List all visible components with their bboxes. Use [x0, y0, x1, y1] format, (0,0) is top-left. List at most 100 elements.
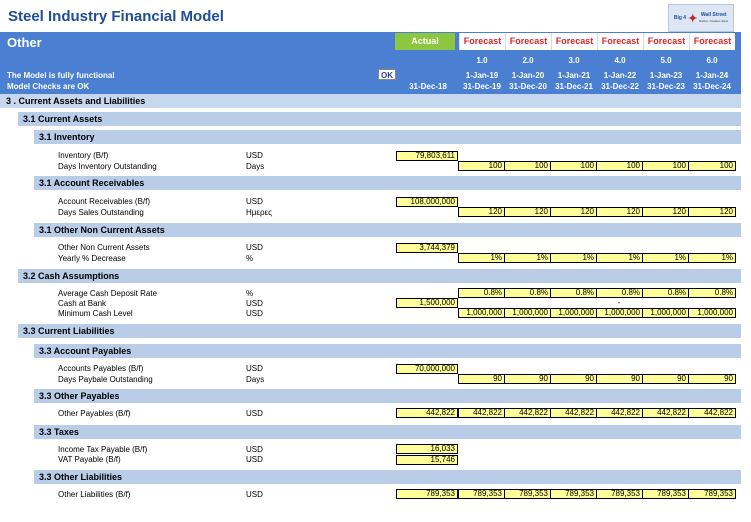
input-cell[interactable]: 1,000,000 — [504, 308, 551, 318]
input-cell[interactable]: 1% — [550, 253, 597, 263]
input-cell[interactable]: 100 — [688, 161, 736, 171]
input-cell[interactable]: 1,500,000 — [396, 298, 458, 308]
forecast-header: Forecast — [597, 33, 643, 50]
input-cell[interactable]: 3,744,379 — [396, 243, 458, 253]
section-other-non-current-assets: 3.1 Other Non Current Assets — [34, 223, 741, 237]
input-cell[interactable]: 1,000,000 — [550, 308, 597, 318]
input-cell[interactable]: 1% — [688, 253, 736, 263]
input-cell[interactable]: 70,000,000 — [396, 364, 458, 374]
input-cell[interactable]: 108,000,000 — [396, 197, 458, 207]
input-cell[interactable]: 789,353 — [458, 489, 505, 499]
row-label: Minimum Cash Level — [58, 309, 133, 318]
input-cell[interactable]: 442,822 — [596, 408, 643, 418]
forecast-header: Forecast — [643, 33, 689, 50]
row-label: Yearly % Decrease — [58, 254, 126, 263]
period-start-date: 1-Jan-21 — [557, 71, 591, 80]
period-number: 5.0 — [660, 56, 672, 65]
input-cell[interactable]: 789,353 — [396, 489, 458, 499]
input-cell[interactable]: 789,353 — [504, 489, 551, 499]
input-cell[interactable]: 100 — [504, 161, 551, 171]
input-cell[interactable]: 789,353 — [596, 489, 643, 499]
row-label: Other Payables (B/f) — [58, 409, 131, 418]
input-cell[interactable]: 100 — [642, 161, 689, 171]
period-end-date: 31-Dec-22 — [601, 82, 639, 91]
input-cell[interactable]: 90 — [596, 374, 643, 384]
input-cell[interactable]: 90 — [642, 374, 689, 384]
sheet-section-title: Other — [7, 35, 42, 50]
input-cell[interactable]: 1% — [504, 253, 551, 263]
row-label: VAT Payable (B/f) — [58, 455, 121, 464]
section-cash-assumptions: 3.2 Cash Assumptions — [18, 269, 741, 283]
row-unit: % — [246, 289, 254, 298]
input-cell[interactable]: 120 — [458, 207, 505, 217]
input-cell[interactable]: 90 — [504, 374, 551, 384]
row-label: Account Receivables (B/f) — [58, 197, 151, 206]
input-cell[interactable]: 16,033 — [396, 444, 458, 454]
forecast-header: Forecast — [551, 33, 597, 50]
input-cell[interactable]: 120 — [688, 207, 736, 217]
forecast-header: Forecast — [505, 33, 551, 50]
model-status-message: The Model is fully functional — [7, 71, 115, 80]
input-cell[interactable]: 1,000,000 — [596, 308, 643, 318]
input-cell[interactable]: 90 — [688, 374, 736, 384]
period-end-date: 31-Dec-21 — [555, 82, 593, 91]
input-cell[interactable]: 0.8% — [550, 288, 597, 298]
input-cell[interactable]: 1,000,000 — [458, 308, 505, 318]
input-cell[interactable]: 789,353 — [688, 489, 736, 499]
period-end-date: 31-Dec-23 — [647, 82, 685, 91]
input-cell[interactable]: 100 — [596, 161, 643, 171]
period-start-date: 1-Jan-19 — [465, 71, 499, 80]
period-end-date: 31-Dec-24 — [693, 82, 731, 91]
row-label: Inventory (B/f) — [58, 151, 109, 160]
input-cell[interactable]: 789,353 — [642, 489, 689, 499]
row-label: Cash at Bank — [58, 299, 107, 308]
row-label: Accounts Payables (B/f) — [58, 364, 144, 373]
input-cell[interactable]: 90 — [550, 374, 597, 384]
input-cell[interactable]: 1,000,000 — [642, 308, 689, 318]
input-cell[interactable]: 100 — [458, 161, 505, 171]
input-cell[interactable]: 120 — [596, 207, 643, 217]
section-taxes: 3.3 Taxes — [34, 425, 741, 439]
input-cell[interactable]: 0.8% — [458, 288, 505, 298]
input-cell[interactable]: 120 — [504, 207, 551, 217]
input-cell[interactable]: 120 — [642, 207, 689, 217]
input-cell[interactable]: 1% — [642, 253, 689, 263]
input-cell[interactable]: 90 — [458, 374, 505, 384]
model-check-ok-button[interactable]: OK — [378, 69, 396, 80]
row-label: Other Liabilities (B/f) — [58, 490, 131, 499]
row-unit: USD — [246, 490, 263, 499]
input-cell[interactable]: 120 — [550, 207, 597, 217]
period-end-date: 31-Dec-20 — [509, 82, 547, 91]
input-cell[interactable]: 442,822 — [688, 408, 736, 418]
section-account-receivables: 3.1 Account Receivables — [34, 176, 741, 190]
input-cell[interactable]: 442,822 — [550, 408, 597, 418]
input-cell[interactable]: 1% — [458, 253, 505, 263]
input-cell[interactable]: 442,822 — [642, 408, 689, 418]
logo-tagline: Better. Greater. Best — [699, 19, 729, 23]
row-unit: Days — [246, 375, 265, 384]
input-cell[interactable]: 0.8% — [596, 288, 643, 298]
forecast-header: Forecast — [689, 33, 735, 50]
input-cell[interactable]: 0.8% — [688, 288, 736, 298]
input-cell[interactable]: 442,822 — [458, 408, 505, 418]
row-unit: Ημερες — [246, 208, 272, 217]
input-cell[interactable]: 442,822 — [504, 408, 551, 418]
input-cell[interactable]: 442,822 — [396, 408, 458, 418]
row-unit: USD — [246, 309, 263, 318]
input-cell[interactable]: 100 — [550, 161, 597, 171]
logo-right-text: Wall Street Better. Greater. Best — [699, 12, 728, 24]
input-cell[interactable]: 0.8% — [642, 288, 689, 298]
forecast-header: Forecast — [459, 33, 505, 50]
period-start-date: 1-Jan-24 — [695, 71, 729, 80]
input-cell[interactable]: 15,746 — [396, 455, 458, 465]
input-cell[interactable]: 79,803,611 — [396, 151, 458, 161]
period-number: 6.0 — [706, 56, 718, 65]
section-other-payables: 3.3 Other Payables — [34, 389, 741, 403]
period-number: 4.0 — [614, 56, 626, 65]
company-logo: Big 4 ✦ Wall Street Better. Greater. Bes… — [668, 4, 734, 32]
input-cell[interactable]: 1% — [596, 253, 643, 263]
input-cell[interactable]: 1,000,000 — [688, 308, 736, 318]
period-number: 1.0 — [476, 56, 488, 65]
input-cell[interactable]: 789,353 — [550, 489, 597, 499]
input-cell[interactable]: 0.8% — [504, 288, 551, 298]
